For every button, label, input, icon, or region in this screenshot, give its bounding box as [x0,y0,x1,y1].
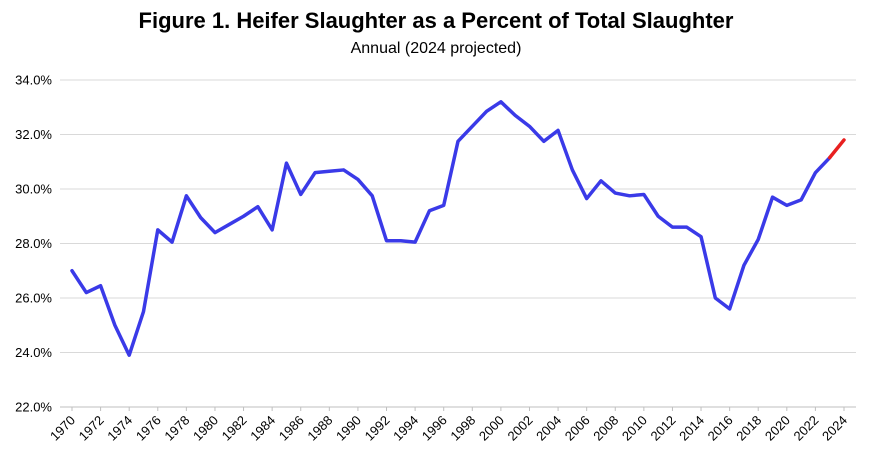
x-tick-label-17: 2004 [533,413,564,444]
x-tick-label-25: 2020 [762,413,793,444]
x-tick-label-9: 1988 [304,413,335,444]
x-tick-label-13: 1996 [419,413,450,444]
x-tick-label-3: 1976 [133,413,164,444]
x-tick-label-11: 1992 [362,413,393,444]
x-tick-label-0: 1970 [47,413,78,444]
y-tick-label-5: 32.0% [15,127,52,142]
y-tick-label-4: 30.0% [15,182,52,197]
y-tick-label-0: 22.0% [15,400,52,415]
y-tick-label-1: 24.0% [15,345,52,360]
chart-title: Figure 1. Heifer Slaughter as a Percent … [138,8,734,33]
x-tick-label-15: 2000 [476,413,507,444]
x-tick-label-4: 1978 [161,413,192,444]
x-tick-label-12: 1994 [390,413,421,444]
series-lines [70,100,846,357]
x-tick-label-24: 2018 [733,413,764,444]
x-tick-label-14: 1998 [447,413,478,444]
series-line-1 [827,138,846,160]
chart-subtitle: Annual (2024 projected) [350,40,522,57]
x-tick-label-21: 2012 [648,413,679,444]
x-tick-label-27: 2024 [819,413,850,444]
x-tick-label-19: 2008 [590,413,621,444]
y-tick-label-2: 26.0% [15,291,52,306]
x-tick-label-7: 1984 [247,413,278,444]
x-tick-label-5: 1980 [190,413,221,444]
y-tick-label-3: 28.0% [15,236,52,251]
axes [60,406,856,411]
x-tick-label-8: 1986 [276,413,307,444]
gridlines [60,79,856,408]
x-tick-label-6: 1982 [219,413,250,444]
x-tick-label-2: 1974 [104,413,135,444]
x-tick-label-18: 2006 [562,413,593,444]
x-tick-label-10: 1990 [333,413,364,444]
x-tick-label-26: 2022 [790,413,821,444]
x-tick-label-16: 2002 [505,413,536,444]
x-tick-label-22: 2014 [676,413,707,444]
y-axis-tick-labels: 22.0% 24.0% 26.0% 28.0% 30.0% 32.0% 34.0% [15,73,52,415]
x-tick-label-1: 1972 [76,413,107,444]
series-line-0 [70,100,832,357]
x-axis-tick-labels: 1970197219741976197819801982198419861988… [47,413,850,444]
x-tick-label-23: 2016 [705,413,736,444]
y-tick-label-6: 34.0% [15,73,52,88]
x-tick-label-20: 2010 [619,413,650,444]
